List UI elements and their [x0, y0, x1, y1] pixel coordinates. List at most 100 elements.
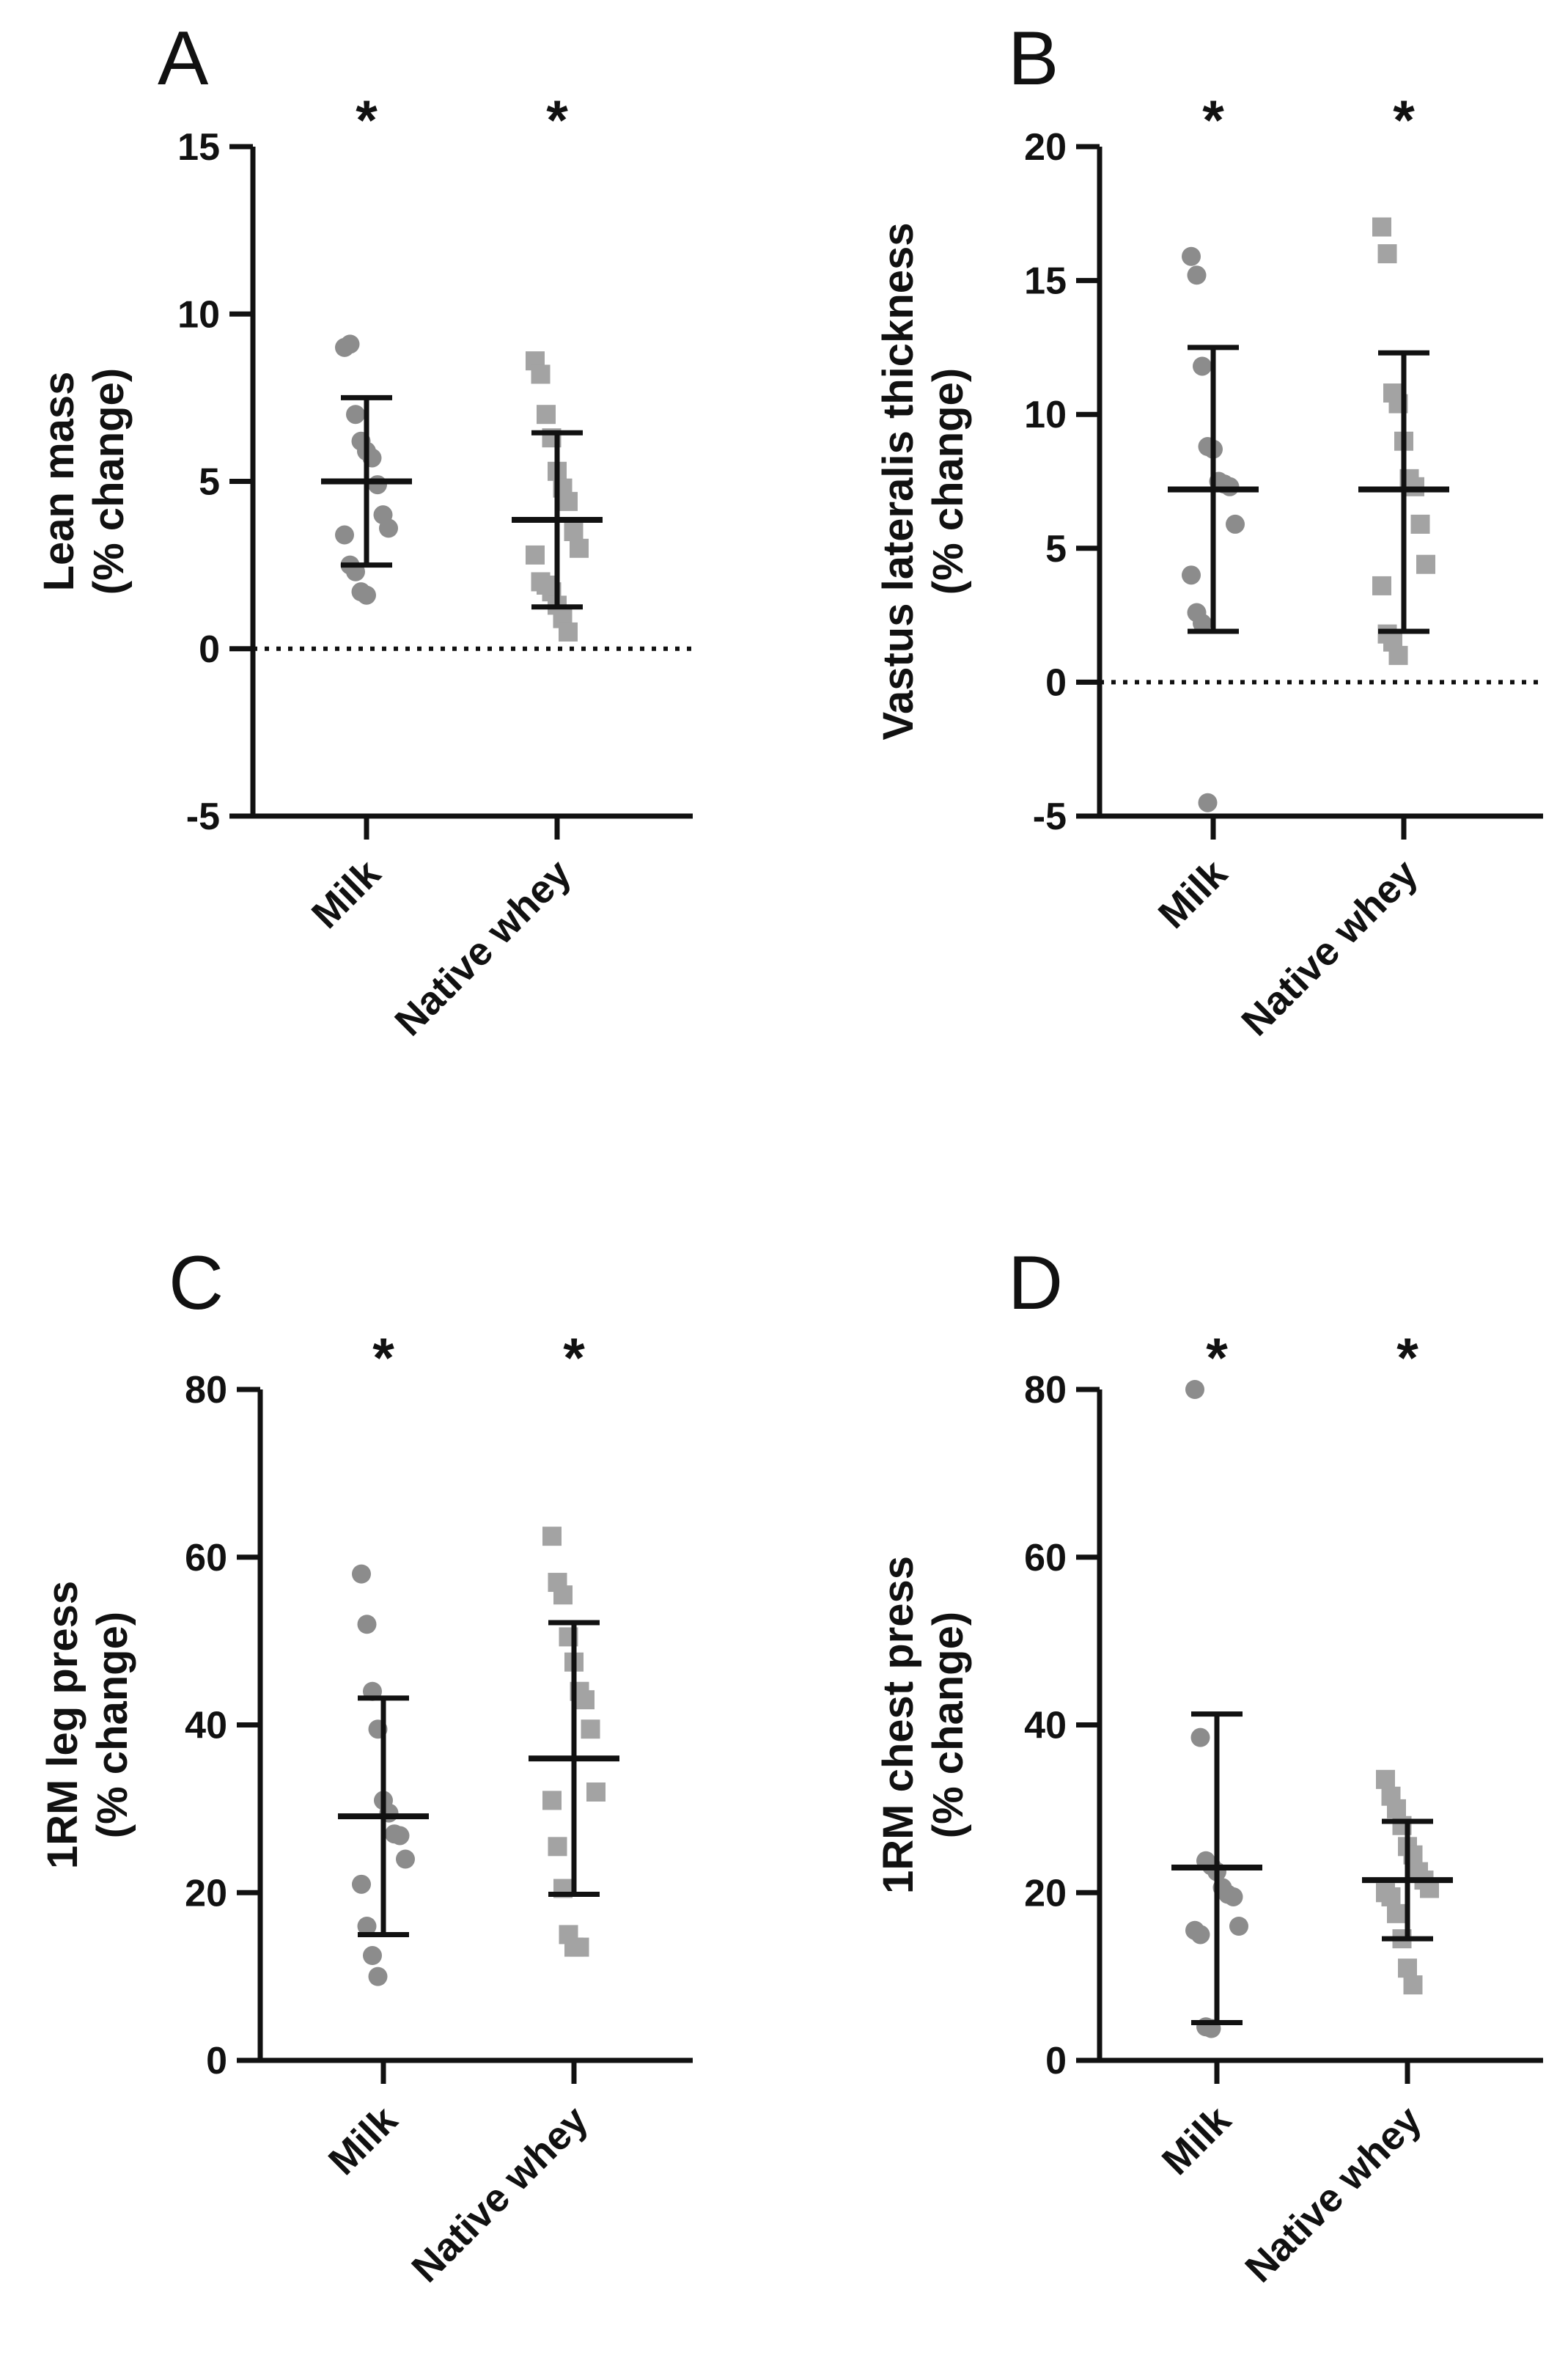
y-axis-title-line1: 1RM chest press [875, 1556, 922, 1894]
data-point [1387, 1799, 1406, 1818]
data-point [1381, 1887, 1401, 1906]
data-point [548, 1837, 567, 1857]
significance-star: * [1396, 1327, 1418, 1389]
data-point [1403, 1975, 1423, 1995]
y-tick-label: 40 [185, 1705, 227, 1747]
significance-star: * [1393, 89, 1415, 152]
data-point [1377, 244, 1397, 264]
data-point [352, 1564, 371, 1584]
data-point [1387, 1903, 1406, 1923]
data-point [570, 1937, 589, 1957]
x-category-label: Native whey [403, 2098, 596, 2291]
data-point [1190, 1727, 1210, 1747]
y-tick-label: 60 [185, 1537, 227, 1579]
data-point [357, 1917, 377, 1936]
panel-b: B -5 0 5 10 15 20 Vastus lateralis thickness (%… [875, 16, 1543, 1044]
data-point [1185, 1380, 1204, 1399]
y-tick-label: 0 [1045, 2040, 1067, 2082]
y-tick-label: 80 [185, 1369, 227, 1411]
x-category-label: Milk [1150, 851, 1236, 936]
y-tick-label: 0 [1045, 661, 1067, 704]
data-point [1223, 1887, 1243, 1906]
data-point [390, 1826, 410, 1846]
data-point [553, 1585, 573, 1605]
y-tick-label: 0 [199, 628, 220, 671]
data-point [586, 1782, 606, 1802]
significance-star: * [372, 1327, 394, 1389]
data-point [1416, 554, 1435, 574]
data-point [559, 622, 578, 642]
panel-letter: A [158, 16, 209, 101]
panel-d: D 0 20 40 60 80 1RM chest press (% change) Milk… [875, 1241, 1543, 2291]
panel-letter: D [1008, 1241, 1063, 1326]
y-tick-label: 60 [1024, 1537, 1067, 1579]
data-point [340, 334, 360, 354]
data-point [542, 1527, 562, 1546]
y-tick-label: 5 [1045, 528, 1067, 570]
y-axis-title-line2: (% change) [924, 368, 972, 595]
y-axis-title-line1: Vastus lateralis thickness [875, 222, 922, 740]
data-point [379, 518, 398, 538]
data-point [542, 1791, 562, 1810]
data-point [1193, 614, 1212, 634]
data-point [357, 585, 376, 605]
data-point [352, 1874, 371, 1894]
data-point [1376, 1769, 1395, 1789]
data-point [526, 545, 545, 565]
y-axis-title-line2: (% change) [89, 1612, 136, 1838]
y-tick-label: 20 [1024, 126, 1067, 169]
y-axis-title-line1: Lean mass [35, 372, 83, 592]
panel-letter: B [1008, 16, 1059, 101]
data-point [1388, 645, 1408, 665]
significance-star: * [563, 1327, 585, 1389]
y-tick-label: 15 [1024, 260, 1067, 303]
data-point [1410, 514, 1430, 534]
x-category-label: Milk [303, 851, 389, 936]
y-tick-label: 10 [1024, 394, 1067, 436]
data-point [1226, 514, 1245, 534]
y-tick-label: 15 [177, 126, 220, 169]
data-point [357, 1615, 377, 1634]
y-tick-label: 40 [1024, 1705, 1067, 1747]
y-tick-label: 5 [199, 461, 220, 504]
data-point [575, 1690, 595, 1710]
data-point [335, 525, 354, 545]
x-category-label: Native whey [1237, 2098, 1429, 2291]
data-point [1187, 265, 1207, 285]
significance-star: * [356, 89, 378, 152]
significance-star: * [1206, 1327, 1228, 1389]
data-point [570, 538, 589, 558]
data-point [368, 1967, 388, 1986]
x-category-label: Milk [320, 2097, 406, 2183]
data-point [1182, 565, 1201, 585]
data-point [1398, 1958, 1417, 1978]
data-point [1182, 246, 1201, 266]
data-point [368, 475, 387, 495]
panel-a: A -5 0 5 10 15 Lean mass (% change) MilkNative … [35, 16, 693, 1044]
y-tick-label: 80 [1024, 1369, 1067, 1411]
y-tick-label: 20 [185, 1872, 227, 1914]
panel-c: C 0 20 40 60 80 1RM leg press (% change) MilkNa… [39, 1241, 693, 2291]
y-axis-title-line2: (% change) [85, 368, 133, 595]
panel-letter: C [169, 1241, 224, 1326]
data-point [537, 405, 556, 425]
data-point [531, 364, 551, 384]
y-tick-label: -5 [186, 796, 220, 838]
data-point [363, 1946, 382, 1966]
x-category-label: Native whey [386, 851, 579, 1044]
data-point [1190, 1925, 1210, 1945]
y-tick-label: 0 [206, 2040, 227, 2082]
data-point [346, 405, 365, 425]
data-point [581, 1719, 600, 1739]
significance-star: * [1202, 89, 1224, 152]
y-axis-title-line1: 1RM leg press [39, 1581, 87, 1869]
data-point [1229, 1917, 1248, 1936]
y-tick-label: 20 [1024, 1872, 1067, 1914]
y-tick-label: 10 [177, 293, 220, 336]
data-point [1198, 793, 1218, 812]
data-point [396, 1849, 415, 1869]
data-point [559, 491, 578, 511]
data-point [1193, 356, 1212, 376]
y-tick-label: -5 [1033, 796, 1067, 838]
